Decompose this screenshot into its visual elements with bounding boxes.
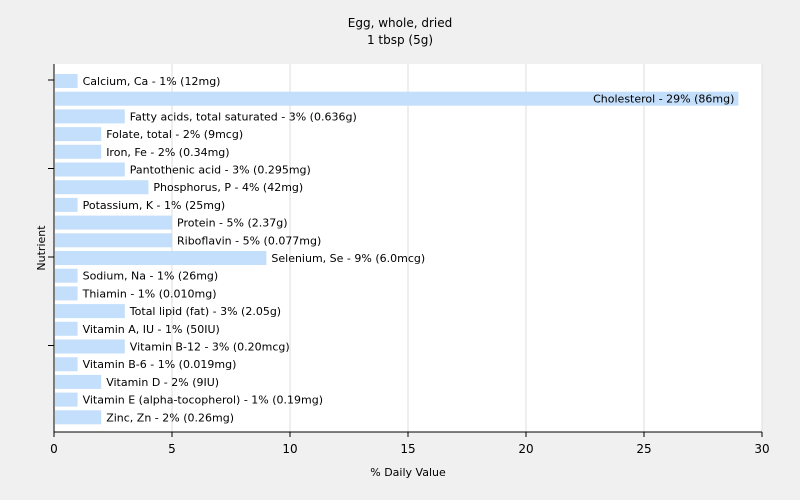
bar-label: Potassium, K - 1% (25mg): [83, 199, 226, 212]
bar: [55, 339, 125, 354]
bar-label: Vitamin D - 2% (9IU): [106, 376, 219, 389]
x-tick-label: 5: [168, 442, 176, 456]
bar-labels: Calcium, Ca - 1% (12mg) Cholesterol - 29%…: [82, 75, 735, 424]
bar: [55, 127, 102, 142]
bar-label: Thiamin - 1% (0.010mg): [82, 287, 217, 300]
bar-label: Pantothenic acid - 3% (0.295mg): [130, 164, 311, 177]
bar: [55, 197, 78, 212]
bar-label: Sodium, Na - 1% (26mg): [83, 270, 219, 283]
bar-label: Total lipid (fat) - 3% (2.05g): [129, 305, 281, 318]
gridlines: [171, 64, 763, 432]
x-axis-title: % Daily Value: [370, 466, 446, 479]
bar: [55, 286, 78, 301]
x-tick-label: 25: [636, 442, 651, 456]
bar-label: Vitamin B-6 - 1% (0.019mg): [83, 358, 237, 371]
bar-label: Vitamin E (alpha-tocopherol) - 1% (0.19m…: [83, 394, 323, 407]
bar-label: Selenium, Se - 9% (6.0mcg): [271, 252, 425, 265]
bar-label: Vitamin A, IU - 1% (50IU): [83, 323, 220, 336]
bar-label: Fatty acids, total saturated - 3% (0.636…: [130, 110, 357, 123]
chart-subtitle: 1 tbsp (5g): [367, 33, 433, 47]
bar-label: Iron, Fe - 2% (0.34mg): [106, 146, 229, 159]
bar: [55, 392, 78, 407]
bar: [55, 374, 102, 389]
bar: [55, 180, 149, 195]
bar-label: Zinc, Zn - 2% (0.26mg): [106, 411, 234, 424]
bar-label: Folate, total - 2% (9mcg): [106, 128, 243, 141]
bar: [55, 357, 78, 372]
bars: [55, 74, 739, 425]
bar: [55, 268, 78, 283]
bar: [55, 304, 125, 319]
bar: [55, 109, 125, 124]
chart-title: Egg, whole, dried: [348, 16, 452, 30]
bar-label: Riboflavin - 5% (0.077mg): [177, 234, 321, 247]
x-tick-label: 0: [50, 442, 58, 456]
bar: [55, 162, 125, 177]
x-tick-label: 10: [282, 442, 297, 456]
x-tick-label: 20: [518, 442, 533, 456]
bar-label: Phosphorus, P - 4% (42mg): [153, 181, 303, 194]
x-tick-label: 15: [400, 442, 415, 456]
bar: [55, 215, 172, 230]
bar: [55, 251, 267, 265]
bar: [55, 321, 78, 336]
bar: [55, 74, 78, 88]
bar-label: Cholesterol - 29% (86mg): [593, 93, 734, 106]
bar-label: Vitamin B-12 - 3% (0.20mcg): [130, 341, 290, 354]
y-axis-ticks: [48, 79, 54, 346]
bar: [55, 233, 172, 248]
bar: [55, 410, 102, 425]
bar: [55, 91, 739, 106]
bar-label: Calcium, Ca - 1% (12mg): [83, 75, 221, 88]
x-axis-ticks: 0 5 10 15 20 25 30: [50, 432, 770, 456]
bar-label: Protein - 5% (2.37g): [177, 217, 288, 230]
y-axis-title: Nutrient: [35, 225, 48, 271]
bar: [55, 144, 102, 159]
x-tick-label: 30: [754, 442, 769, 456]
